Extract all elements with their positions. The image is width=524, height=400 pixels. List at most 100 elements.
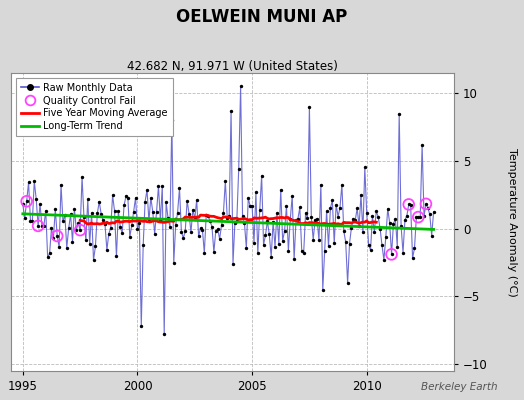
Point — [106, 225, 115, 231]
Point — [238, 213, 247, 219]
Point — [259, 242, 268, 248]
Point — [416, 214, 424, 220]
Point — [213, 226, 222, 232]
Point — [135, 220, 144, 226]
Point — [340, 228, 348, 234]
Point — [212, 228, 220, 234]
Point — [290, 256, 298, 262]
Point — [221, 178, 230, 184]
Point — [158, 183, 167, 189]
Point — [428, 232, 436, 239]
Point — [303, 215, 312, 221]
Point — [301, 210, 310, 216]
Point — [179, 235, 188, 241]
Point — [361, 164, 369, 171]
Point — [395, 110, 403, 117]
Point — [223, 215, 232, 221]
Point — [321, 248, 329, 254]
Point — [389, 220, 398, 227]
Point — [357, 192, 365, 198]
Point — [387, 251, 396, 258]
Point — [43, 254, 52, 261]
Point — [51, 206, 60, 213]
Point — [24, 179, 32, 186]
Point — [192, 197, 201, 203]
Point — [55, 244, 63, 250]
Point — [384, 206, 392, 212]
Point — [263, 218, 271, 224]
Point — [148, 208, 157, 215]
Point — [185, 210, 193, 217]
Point — [271, 243, 279, 250]
Point — [242, 245, 250, 251]
Point — [286, 216, 294, 222]
Point — [225, 213, 233, 220]
Point — [173, 209, 182, 216]
Point — [62, 244, 71, 251]
Point — [372, 208, 380, 214]
Point — [355, 223, 363, 229]
Point — [386, 220, 394, 226]
Title: 42.682 N, 91.971 W (United States): 42.682 N, 91.971 W (United States) — [127, 60, 338, 73]
Point — [397, 223, 405, 230]
Point — [168, 117, 176, 124]
Point — [76, 227, 84, 233]
Point — [97, 211, 105, 217]
Point — [288, 192, 297, 199]
Point — [30, 178, 38, 184]
Point — [261, 232, 270, 239]
Point — [122, 193, 130, 200]
Point — [38, 223, 46, 229]
Point — [387, 251, 396, 258]
Point — [139, 242, 147, 248]
Point — [300, 250, 308, 256]
Point — [129, 208, 138, 215]
Point — [334, 214, 342, 220]
Point — [23, 198, 31, 204]
Point — [93, 210, 102, 216]
Point — [347, 224, 356, 231]
Point — [85, 241, 94, 247]
Point — [126, 234, 134, 240]
Point — [120, 202, 128, 208]
Point — [231, 220, 239, 226]
Point — [336, 205, 344, 211]
Point — [269, 219, 277, 225]
Point — [265, 231, 274, 238]
Point — [282, 203, 291, 210]
Point — [127, 222, 136, 229]
Point — [183, 198, 191, 204]
Point — [46, 250, 54, 257]
Point — [399, 249, 407, 256]
Point — [368, 213, 377, 220]
Point — [313, 215, 321, 222]
Point — [32, 196, 40, 202]
Point — [200, 250, 209, 256]
Point — [154, 183, 162, 190]
Point — [82, 237, 90, 243]
Point — [227, 108, 235, 114]
Point — [235, 166, 243, 172]
Point — [143, 187, 151, 193]
Point — [160, 331, 168, 338]
Point — [393, 244, 401, 250]
Point — [68, 238, 77, 245]
Point — [349, 216, 357, 222]
Point — [229, 260, 237, 267]
Text: Berkeley Earth: Berkeley Earth — [421, 382, 498, 392]
Point — [137, 323, 146, 330]
Point — [208, 223, 216, 230]
Point — [252, 189, 260, 196]
Point — [101, 221, 109, 228]
Point — [298, 248, 306, 254]
Point — [105, 230, 113, 237]
Point — [378, 242, 386, 248]
Point — [420, 213, 428, 219]
Point — [381, 234, 390, 240]
Point — [64, 225, 73, 232]
Point — [305, 104, 313, 110]
Point — [215, 236, 224, 242]
Point — [111, 208, 119, 214]
Point — [240, 220, 248, 226]
Point — [272, 210, 281, 216]
